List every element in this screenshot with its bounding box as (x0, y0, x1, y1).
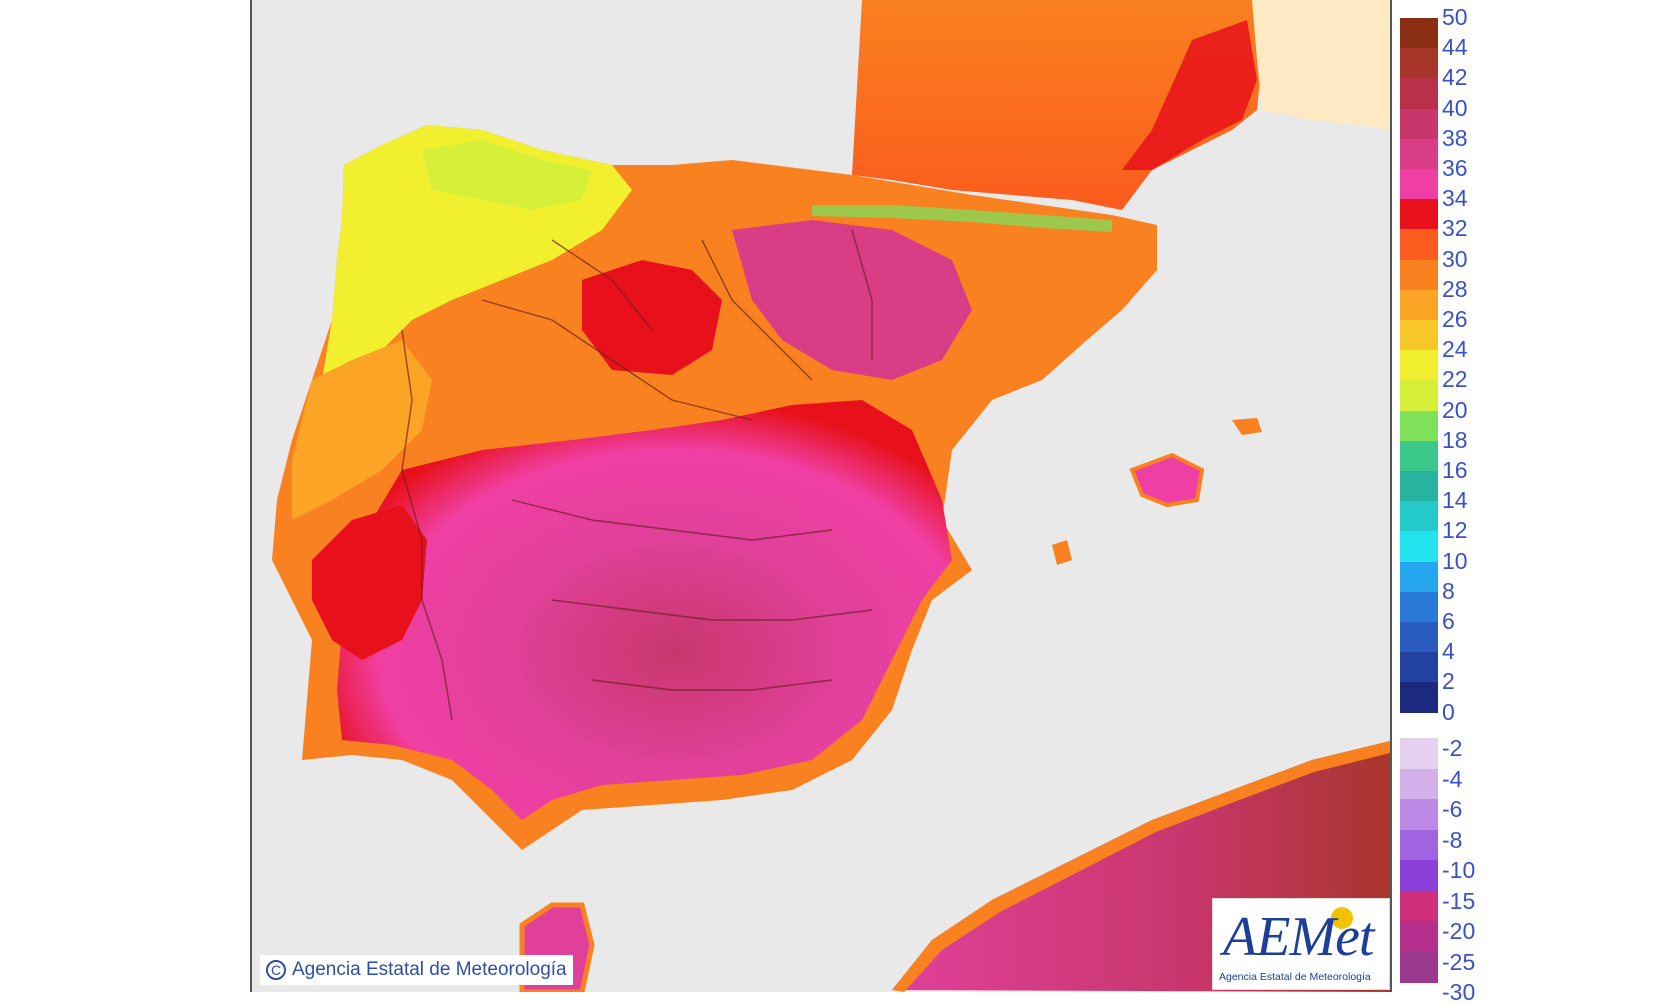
legend-swatch (1400, 259, 1438, 291)
legend-swatch (1400, 229, 1438, 261)
cantabrian-green-strip (422, 140, 592, 210)
southern-hot-zone (337, 400, 952, 820)
color-legend: 50 44 42 40 38 36 34 32 30 28 26 24 22 20 18 16 14 12 10 8 6… (1398, 0, 1663, 1004)
legend-tick-label-negative: -30 (1442, 979, 1476, 1005)
mallorca (1129, 452, 1205, 508)
legend-tick-label: 22 (1442, 366, 1468, 393)
legend-tick-label: 20 (1442, 396, 1468, 423)
copyright-notice: C Agencia Estatal de Meteorología (260, 955, 573, 985)
legend-tick-label: 44 (1442, 34, 1468, 61)
legend-tick-label: 42 (1442, 64, 1468, 91)
legend-tick-label: 6 (1442, 608, 1455, 634)
legend-tick-label-negative: -6 (1442, 796, 1463, 822)
legend-tick-label: 2 (1442, 668, 1455, 695)
france-east (1252, 0, 1390, 130)
legend-tick-label: 14 (1442, 487, 1468, 514)
legend-tick-label: 12 (1442, 517, 1468, 544)
legend-tick-label: 32 (1442, 215, 1468, 242)
legend-tick-label-negative: -4 (1442, 765, 1463, 792)
legend-tick-label: 24 (1442, 336, 1468, 363)
legend-swatch (1400, 471, 1438, 502)
copyright-text: Agencia Estatal de Meteorología (292, 959, 567, 980)
legend-tick-label: 38 (1442, 124, 1468, 151)
legend-tick-label: 40 (1442, 94, 1468, 121)
legend-swatch-negative (1400, 921, 1438, 952)
legend-swatch (1400, 169, 1438, 200)
legend-swatch (1400, 440, 1438, 472)
central-red-zone (582, 260, 722, 375)
legend-swatch (1400, 138, 1438, 170)
pyrenees-strip (812, 205, 1112, 232)
map-frame: C Agencia Estatal de Meteorología AEMet … (250, 0, 1392, 992)
legend-tick-label-negative: -8 (1442, 826, 1463, 853)
logo-word: AEMet (1223, 906, 1374, 968)
legend-swatch (1400, 320, 1438, 351)
legend-tick-label: 0 (1442, 698, 1455, 725)
legend-swatch-negative (1400, 768, 1438, 800)
legend-swatch-negative (1400, 829, 1438, 861)
legend-tick-label: 36 (1442, 155, 1468, 181)
legend-tick-label: 18 (1442, 426, 1468, 453)
legend-tick-label: 28 (1442, 275, 1468, 302)
legend-swatch (1400, 531, 1438, 563)
menorca (1232, 418, 1262, 435)
province-borders (401, 229, 873, 721)
legend-swatch (1400, 380, 1438, 412)
legend-tick-label-negative: -10 (1442, 857, 1476, 883)
temperature-map (272, 0, 1390, 992)
western-yellow-band (292, 340, 432, 520)
legend-swatch (1400, 410, 1438, 442)
legend-tick-label-negative: -20 (1442, 918, 1476, 944)
legend-swatch (1400, 289, 1438, 321)
sun-icon (1331, 907, 1353, 929)
legend-swatch (1400, 48, 1438, 79)
legend-tick-label: 34 (1442, 185, 1468, 212)
legend-tick-label: 4 (1442, 638, 1455, 665)
legend-swatch-negative (1400, 799, 1438, 830)
legend-tick-label: 10 (1442, 547, 1468, 574)
legend-swatch-negative (1400, 951, 1438, 983)
legend-swatch (1400, 652, 1438, 683)
legend-swatch (1400, 78, 1438, 110)
legend-tick-label: 8 (1442, 577, 1455, 604)
legend-swatch (1400, 18, 1438, 49)
legend-swatch (1400, 561, 1438, 593)
legend-swatch (1400, 622, 1438, 653)
legend-swatch (1400, 501, 1438, 532)
legend-tick-label: 50 (1442, 4, 1468, 30)
legend-swatch-negative (1400, 860, 1438, 891)
copyright-icon: C (266, 960, 286, 980)
northeast-hot-zone (732, 220, 972, 380)
legend-swatch (1400, 199, 1438, 230)
aemet-logo-icon: AEMet Agencia Estatal de Meteorología (1212, 898, 1390, 990)
legend-tick-label: 16 (1442, 457, 1468, 483)
legend-tick-label-negative: -2 (1442, 735, 1463, 761)
legend-swatch (1400, 350, 1438, 381)
southwest-red-zone (312, 505, 427, 660)
france-hot-edge (1122, 20, 1257, 170)
legend-swatch (1400, 108, 1438, 140)
ibiza (1052, 540, 1072, 565)
logo-subtitle: Agencia Estatal de Meteorología (1219, 971, 1371, 983)
legend-swatch (1400, 591, 1438, 623)
legend-tick-label-negative: -15 (1442, 887, 1476, 914)
legend-swatch-negative (1400, 738, 1438, 769)
legend-swatch-negative (1400, 890, 1438, 922)
legend-tick-label-negative: -25 (1442, 948, 1476, 975)
legend-swatch (1400, 682, 1438, 714)
legend-tick-label: 26 (1442, 306, 1468, 332)
legend-tick-label: 30 (1442, 245, 1468, 272)
